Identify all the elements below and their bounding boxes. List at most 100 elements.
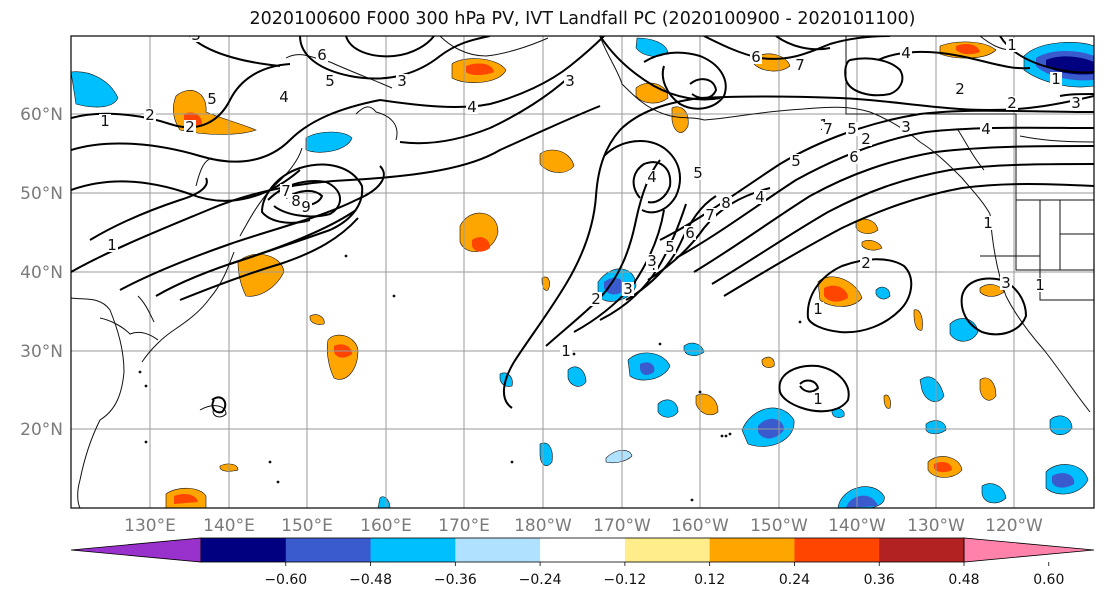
lon-label: 160°E xyxy=(360,516,412,536)
contour-label: 2 xyxy=(955,80,965,98)
contour-label: 2 xyxy=(185,118,195,136)
contour-label: 1 xyxy=(100,112,110,130)
colorbar-tick-label: 0.60 xyxy=(1033,572,1064,588)
contour-label-bg xyxy=(900,46,912,60)
contour-label: 3 xyxy=(901,118,911,136)
contour-label-bg xyxy=(290,194,302,208)
contour-label-bg xyxy=(860,132,872,146)
lat-label: 50°N xyxy=(20,184,63,204)
contour-label: 1 xyxy=(983,214,993,232)
contour-label: 3 xyxy=(565,72,575,90)
lon-label: 130°W xyxy=(907,516,965,536)
lon-label: 140°E xyxy=(203,516,255,536)
contour-label: 4 xyxy=(467,98,477,116)
lon-label: 170°W xyxy=(593,516,651,536)
contour-label: 5 xyxy=(665,238,675,256)
contour-label: 8 xyxy=(721,194,731,212)
contour-label-bg xyxy=(646,170,658,184)
lon-label: 150°W xyxy=(750,516,808,536)
contour-label-bg xyxy=(750,50,762,64)
contour-label: 7 xyxy=(281,182,291,200)
colorbar-tick-label: 0.24 xyxy=(779,572,810,588)
contour-label: 4 xyxy=(279,88,289,106)
contour-label: 3 xyxy=(647,252,657,270)
colorbar-segment xyxy=(370,538,456,562)
contour-label-bg xyxy=(954,82,966,96)
contour-label-bg xyxy=(684,226,696,240)
contour-label-bg xyxy=(622,282,634,296)
colorbar-segment xyxy=(455,538,541,562)
contour-label: 7 xyxy=(795,56,805,74)
contour-label: 1 xyxy=(107,236,117,254)
contour-label-bg xyxy=(1006,38,1018,52)
contour-label-bg xyxy=(1070,96,1082,110)
lon-label: 180°W xyxy=(514,516,572,536)
contour-label-bg xyxy=(316,48,328,62)
contour-label-bg xyxy=(692,166,704,180)
contour-label: 6 xyxy=(751,48,761,66)
colorbar-tick-label: −0.36 xyxy=(434,572,477,588)
latitude-labels: 60°N 50°N 40°N 30°N 20°N xyxy=(20,105,63,440)
contour-label-bg xyxy=(794,58,806,72)
contour-label-bg xyxy=(106,238,118,252)
colorbar-tick-label: 0.48 xyxy=(948,572,979,588)
contour-label-bg xyxy=(664,240,676,254)
lat-label: 30°N xyxy=(20,342,63,362)
contour-label-bg xyxy=(900,120,912,134)
contour-label: 3 xyxy=(623,280,633,298)
contour-label: 3 xyxy=(1001,274,1011,292)
contour-labels: 1234567891234512345678345671231111432152… xyxy=(99,26,1082,408)
colorbar-outline xyxy=(200,537,965,563)
colorbar-extend-max xyxy=(963,537,1095,563)
contour-label-bg xyxy=(812,302,824,316)
colorbar-tick-label: −0.12 xyxy=(603,572,646,588)
contour-label-bg xyxy=(1034,278,1046,292)
contour-label-bg xyxy=(564,74,576,88)
colorbar-segment xyxy=(285,538,372,562)
contour-label-bg xyxy=(1000,276,1012,290)
lat-label: 20°N xyxy=(20,420,63,440)
lon-label: 130°E xyxy=(124,516,176,536)
contour-label: 1 xyxy=(813,390,823,408)
contour-label-bg xyxy=(466,100,478,114)
contour-label-bg xyxy=(812,392,824,406)
contour-label-bg xyxy=(99,114,111,128)
colorbar-segment xyxy=(201,538,287,562)
lon-label: 140°W xyxy=(828,516,886,536)
contour-label-bg xyxy=(280,184,292,198)
contour-label: 1 xyxy=(1051,70,1061,88)
figure-title: 2020100600 F000 300 hPa PV, IVT Landfall… xyxy=(249,9,916,29)
contour-label-bg xyxy=(822,122,834,136)
contour-label-bg xyxy=(848,150,860,164)
colorbar-tick-label: −0.24 xyxy=(519,572,562,588)
lon-label: 160°W xyxy=(671,516,729,536)
contour-label: 3 xyxy=(397,72,407,90)
map-frame xyxy=(70,35,1095,509)
contour-label: 6 xyxy=(317,46,327,64)
colorbar-tick-label: −0.60 xyxy=(264,572,307,588)
contour-label-bg xyxy=(590,292,602,306)
contour-label-bg xyxy=(704,208,716,222)
contour-label: 3 xyxy=(191,26,201,44)
contour-label: 5 xyxy=(847,120,857,138)
contour-label: 4 xyxy=(647,168,657,186)
contour-label-bg xyxy=(646,254,658,268)
contour-label: 2 xyxy=(145,106,155,124)
islands xyxy=(138,254,802,502)
colorbar-tick-label: −0.48 xyxy=(349,572,392,588)
contour-label: 5 xyxy=(325,72,335,90)
longitude-labels: 130°E 140°E 150°E 160°E 170°E 180°W 170°W 160°W… xyxy=(124,516,1043,536)
contour-label-bg xyxy=(1050,72,1062,86)
contour-label-bg xyxy=(720,196,732,210)
contour-label-bg xyxy=(396,74,408,88)
contour-label-bg xyxy=(184,120,196,134)
contour-label-bg xyxy=(754,190,766,204)
contour-label-bg xyxy=(206,92,218,106)
contour-label: 2 xyxy=(1007,94,1017,112)
contour-label-bg xyxy=(144,108,156,122)
colorbar-segment xyxy=(794,538,880,562)
contour-label-bg xyxy=(1006,96,1018,110)
contour-label: 8 xyxy=(291,192,301,210)
